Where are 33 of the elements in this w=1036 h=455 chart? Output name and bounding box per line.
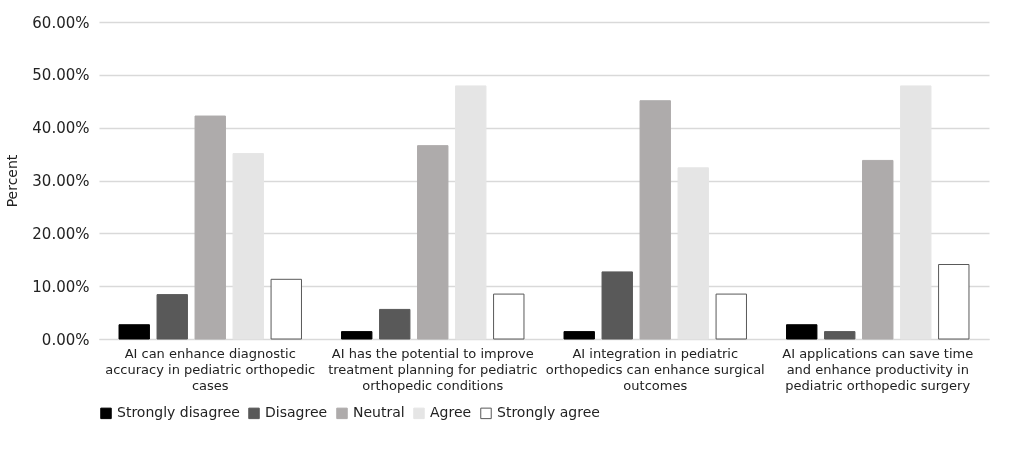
x-tick-label: AI integration in pediatric orthopedics can enhance surgical outcomes xyxy=(545,345,765,393)
legend-label: Neutral xyxy=(353,404,405,421)
bar xyxy=(563,331,595,340)
bar xyxy=(417,145,449,340)
y-tick-label: 40.00% xyxy=(32,119,90,138)
bar xyxy=(379,308,411,340)
y-tick-label: 30.00% xyxy=(32,172,90,190)
bar xyxy=(715,293,747,340)
y-tick-label: 60.00% xyxy=(32,13,90,32)
legend-label: Strongly agree xyxy=(497,404,600,421)
bar xyxy=(156,294,188,340)
bar xyxy=(786,324,818,340)
y-tick-label: 50.00% xyxy=(32,66,90,85)
legend-label: Disagree xyxy=(265,404,328,421)
y-tick-label: 0.00% xyxy=(41,330,90,349)
x-tick-label: AI has the potential to improve treatment planning for pediatric orthopedic conditions xyxy=(328,345,538,393)
bar xyxy=(601,271,633,340)
bar xyxy=(341,331,373,340)
x-tick-label: AI can enhance diagnostic accuracy in pediatric orthopedic cases xyxy=(105,345,316,393)
bar xyxy=(118,324,150,340)
y-tick-label: 20.00% xyxy=(32,224,90,243)
bar xyxy=(270,278,302,340)
bar xyxy=(938,264,970,340)
bar xyxy=(639,100,671,340)
bar xyxy=(194,115,226,340)
legend-label: Strongly disagree xyxy=(117,404,240,421)
bar xyxy=(493,293,525,340)
bar xyxy=(862,159,894,340)
bar xyxy=(824,331,856,340)
legend-label: Agree xyxy=(430,404,472,421)
y-tick-label: 10.00% xyxy=(32,277,90,296)
x-tick-label: AI applications can save time and enhance productivity in pediatric orthopedic surgery xyxy=(782,345,974,393)
y-axis-title: Percent xyxy=(4,154,21,208)
